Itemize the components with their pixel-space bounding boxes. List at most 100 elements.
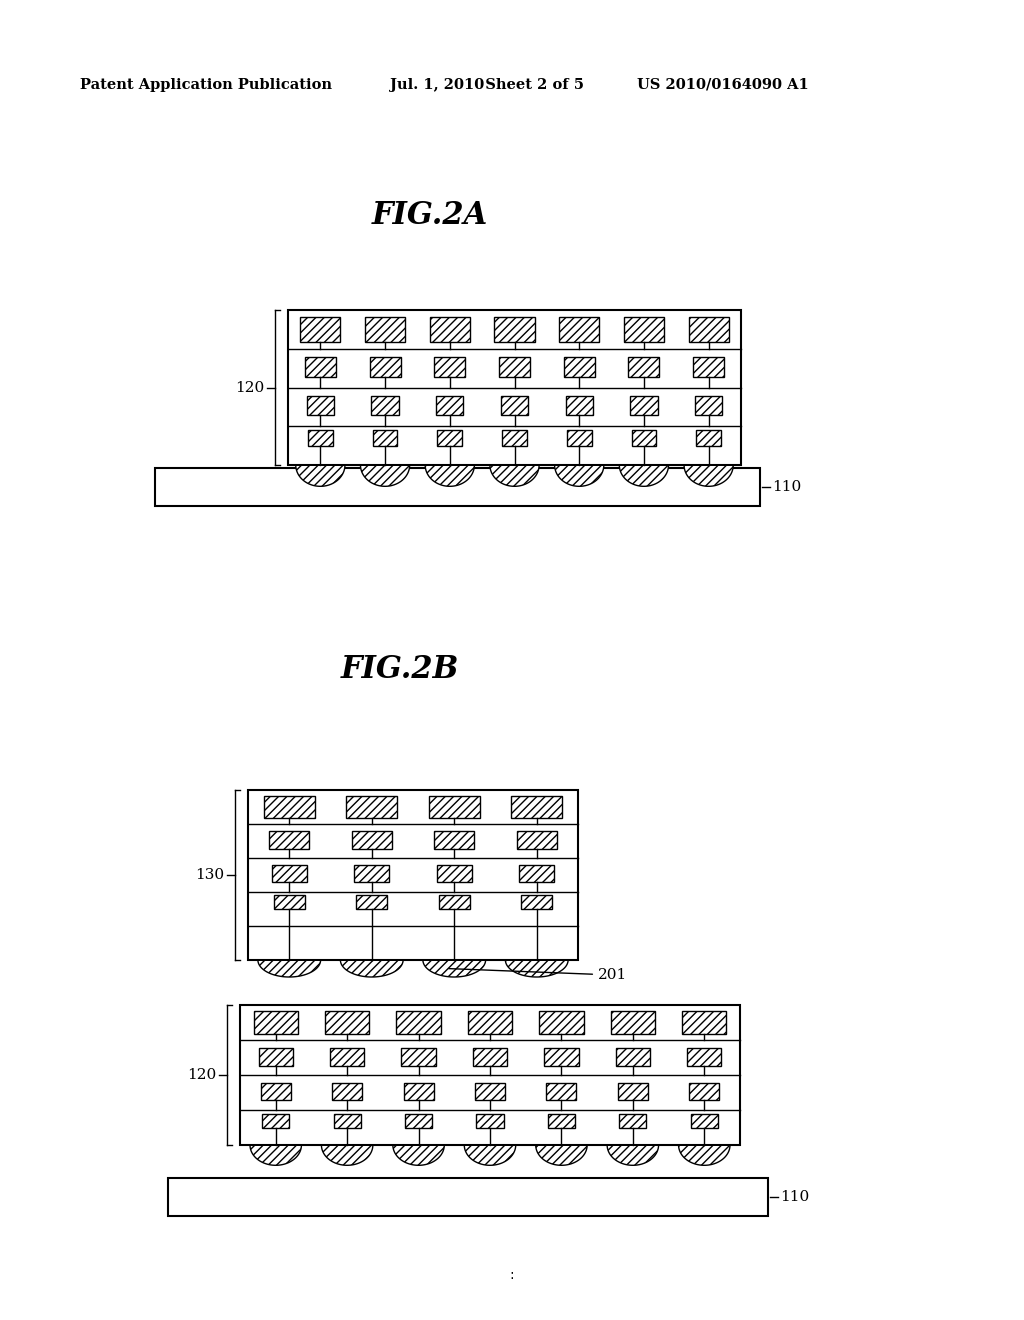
- Bar: [273, 895, 305, 909]
- Bar: [696, 430, 721, 446]
- Bar: [370, 358, 400, 378]
- Bar: [567, 430, 592, 446]
- Bar: [334, 1114, 360, 1127]
- Polygon shape: [555, 465, 604, 486]
- Polygon shape: [607, 1144, 658, 1166]
- Bar: [565, 396, 593, 414]
- Polygon shape: [393, 1144, 444, 1166]
- Bar: [547, 1082, 577, 1100]
- Bar: [396, 1011, 440, 1034]
- Bar: [259, 1048, 293, 1067]
- Bar: [263, 796, 314, 818]
- Bar: [434, 832, 474, 849]
- Bar: [240, 1005, 740, 1144]
- Bar: [248, 789, 578, 960]
- Bar: [330, 1048, 365, 1067]
- Bar: [261, 1082, 291, 1100]
- Bar: [545, 1048, 579, 1067]
- Bar: [687, 1048, 722, 1067]
- Bar: [437, 866, 472, 882]
- Bar: [365, 317, 406, 342]
- Bar: [437, 430, 462, 446]
- Bar: [688, 317, 729, 342]
- Bar: [559, 317, 599, 342]
- Polygon shape: [250, 1144, 301, 1166]
- Bar: [632, 430, 656, 446]
- Bar: [269, 832, 309, 849]
- Bar: [610, 1011, 655, 1034]
- Polygon shape: [464, 1144, 516, 1166]
- Bar: [624, 317, 664, 342]
- Polygon shape: [258, 960, 321, 977]
- Bar: [495, 317, 535, 342]
- Polygon shape: [322, 1144, 373, 1166]
- Bar: [332, 1082, 362, 1100]
- Bar: [434, 358, 465, 378]
- Bar: [352, 832, 391, 849]
- Text: 110: 110: [780, 1191, 809, 1204]
- Bar: [168, 1177, 768, 1216]
- Bar: [373, 430, 397, 446]
- Bar: [300, 317, 340, 342]
- Bar: [682, 1011, 726, 1034]
- Bar: [511, 796, 562, 818]
- Text: US 2010/0164090 A1: US 2010/0164090 A1: [637, 78, 809, 92]
- Bar: [499, 358, 530, 378]
- Polygon shape: [679, 1144, 730, 1166]
- Polygon shape: [536, 1144, 587, 1166]
- Bar: [406, 1114, 432, 1127]
- Bar: [272, 866, 306, 882]
- Bar: [403, 1082, 433, 1100]
- Polygon shape: [423, 960, 485, 977]
- Text: Sheet 2 of 5: Sheet 2 of 5: [475, 78, 584, 92]
- Bar: [262, 1114, 290, 1127]
- Bar: [354, 866, 389, 882]
- Bar: [473, 1048, 507, 1067]
- Bar: [693, 358, 724, 378]
- Bar: [615, 1048, 650, 1067]
- Bar: [517, 832, 557, 849]
- Bar: [631, 396, 657, 414]
- Text: :: :: [510, 1269, 514, 1282]
- Bar: [691, 1114, 718, 1127]
- Polygon shape: [340, 960, 403, 977]
- Text: 120: 120: [186, 1068, 216, 1082]
- Bar: [254, 1011, 298, 1034]
- Bar: [438, 895, 470, 909]
- Bar: [540, 1011, 584, 1034]
- Bar: [502, 430, 526, 446]
- Bar: [155, 469, 760, 506]
- Text: 120: 120: [234, 380, 264, 395]
- Polygon shape: [620, 465, 669, 486]
- Bar: [629, 358, 659, 378]
- Bar: [475, 1082, 505, 1100]
- Bar: [436, 396, 464, 414]
- Bar: [305, 358, 336, 378]
- Bar: [521, 895, 552, 909]
- Text: Jul. 1, 2010: Jul. 1, 2010: [390, 78, 484, 92]
- Bar: [501, 396, 528, 414]
- Bar: [430, 317, 470, 342]
- Bar: [695, 396, 722, 414]
- Bar: [372, 396, 398, 414]
- Text: Patent Application Publication: Patent Application Publication: [80, 78, 332, 92]
- Text: 110: 110: [772, 480, 801, 494]
- Text: 201: 201: [449, 968, 628, 982]
- Bar: [288, 310, 741, 465]
- Bar: [308, 430, 333, 446]
- Polygon shape: [296, 465, 345, 486]
- Bar: [476, 1114, 504, 1127]
- Bar: [548, 1114, 575, 1127]
- Polygon shape: [489, 465, 539, 486]
- Polygon shape: [360, 465, 410, 486]
- Bar: [620, 1114, 646, 1127]
- Bar: [689, 1082, 719, 1100]
- Bar: [325, 1011, 370, 1034]
- Bar: [519, 866, 554, 882]
- Bar: [617, 1082, 648, 1100]
- Bar: [307, 396, 334, 414]
- Text: FIG.2B: FIG.2B: [341, 655, 459, 685]
- Polygon shape: [506, 960, 568, 977]
- Bar: [468, 1011, 512, 1034]
- Bar: [346, 796, 397, 818]
